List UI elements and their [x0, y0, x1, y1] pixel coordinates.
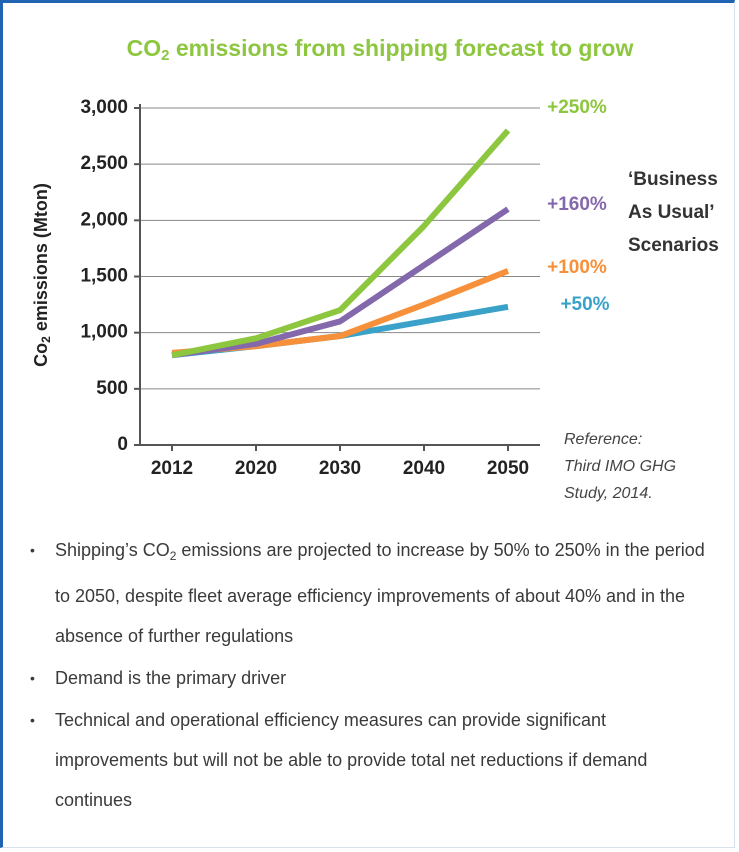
- y-label-part: emissions (Mton): [31, 183, 51, 336]
- bullet-text: emissions are projected to increase by 5…: [55, 540, 705, 646]
- x-tick-label: 2012: [151, 458, 193, 479]
- y-tick-label: 0: [117, 434, 128, 455]
- title-part: emissions from shipping forecast to grow: [169, 35, 633, 61]
- series-line: [171, 206, 510, 359]
- note-line: Scenarios: [628, 235, 719, 256]
- y-tick-label: 1,500: [80, 266, 128, 287]
- x-tick-label: 2030: [319, 458, 361, 479]
- y-label-subscript: 2: [39, 336, 53, 343]
- legend-label: +250%: [547, 97, 607, 118]
- subscript: 2: [169, 549, 177, 563]
- x-tick-label: 2020: [235, 458, 277, 479]
- y-tick-label: 2,000: [80, 209, 128, 230]
- title-part: CO: [127, 35, 162, 61]
- chart-title: CO2 emissions from shipping forecast to …: [127, 35, 634, 64]
- legend-label: +160%: [547, 194, 607, 215]
- reference-line: Study, 2014.: [564, 485, 653, 502]
- reference-line: Third IMO GHG: [564, 458, 676, 475]
- chart: CO2 emissions from shipping forecast to …: [31, 35, 719, 502]
- y-tick-label: 1,000: [80, 322, 128, 343]
- series-line: [171, 128, 511, 359]
- bullet: Shipping’s CO2 emissions are projected t…: [30, 530, 720, 656]
- note-line: As Usual’: [628, 202, 715, 223]
- y-tick-label: 500: [96, 378, 128, 399]
- bullet: Technical and operational efficiency mea…: [30, 700, 720, 820]
- y-tick-label: 3,000: [80, 97, 128, 118]
- bullet: Demand is the primary driver: [30, 658, 720, 698]
- legend-label: +100%: [547, 257, 607, 278]
- y-axis-label: Co2 emissions (Mton): [31, 183, 53, 367]
- title-subscript: 2: [161, 47, 169, 64]
- bullet-list: Shipping’s CO2 emissions are projected t…: [30, 530, 720, 822]
- note-line: ‘Business: [628, 169, 718, 190]
- bullet-text: Demand is the primary driver: [55, 668, 287, 688]
- bullet-text: Shipping’s CO: [55, 540, 170, 560]
- legend-label: +50%: [560, 294, 609, 315]
- bullet-text: Technical and operational efficiency mea…: [55, 710, 648, 810]
- y-tick-label: 2,500: [80, 153, 128, 174]
- x-tick-label: 2050: [487, 458, 529, 479]
- x-tick-label: 2040: [403, 458, 445, 479]
- y-label-part: Co: [31, 343, 51, 367]
- reference-line: Reference:: [564, 431, 642, 448]
- scenario-note: ‘Business As Usual’ Scenarios: [628, 169, 719, 256]
- reference: Reference: Third IMO GHG Study, 2014.: [564, 431, 676, 502]
